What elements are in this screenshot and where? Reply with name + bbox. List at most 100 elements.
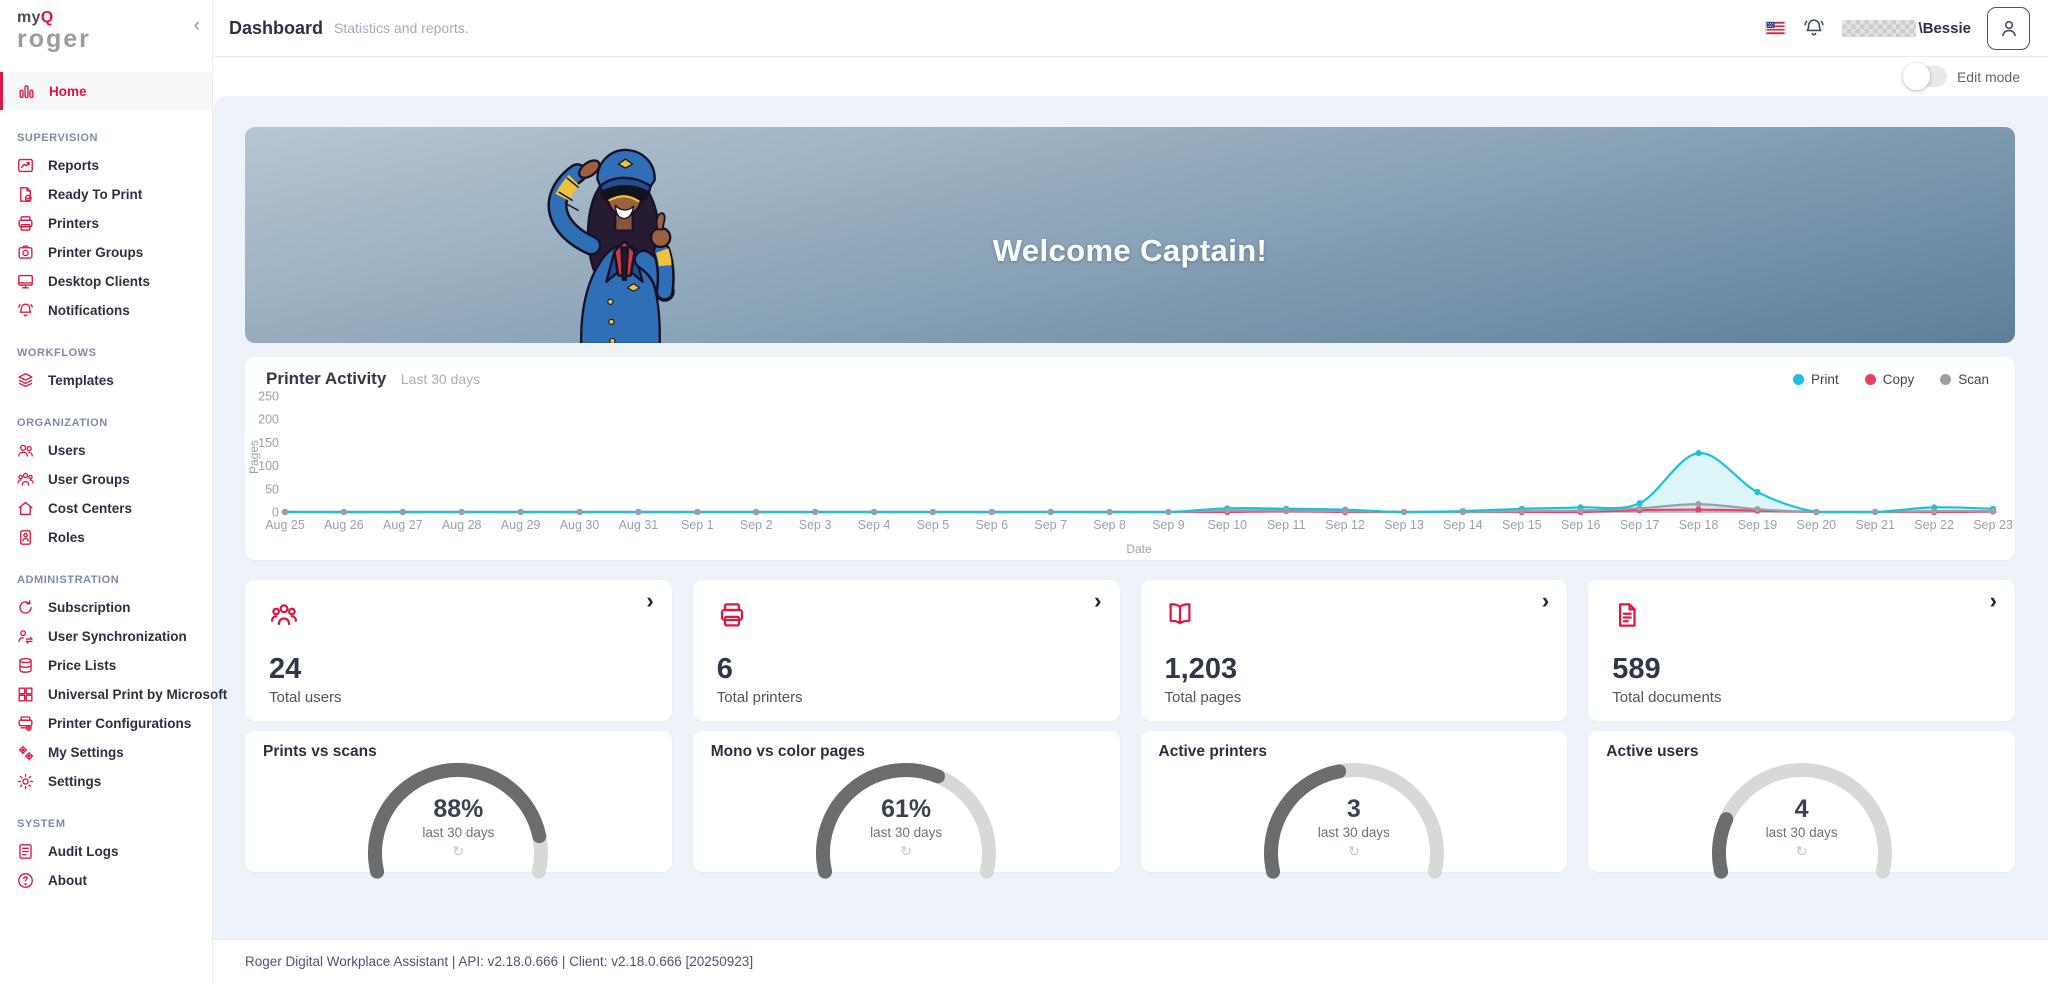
gauge-title: Prints vs scans: [263, 743, 377, 760]
gauge-card-active-printers: Active printers 3 last 30 days ↻: [1140, 731, 1568, 879]
sidebar: myQ roger ‹ Home SUPERVISION Reports Ready …: [0, 0, 227, 983]
sidebar-item-notifications[interactable]: Notifications: [0, 296, 212, 325]
sidebar-item-audit-logs[interactable]: Audit Logs: [0, 837, 212, 866]
language-flag-icon[interactable]: [1765, 21, 1787, 35]
gauge-arc: [1711, 762, 1892, 879]
sidebar-item-settings[interactable]: Settings: [0, 767, 212, 796]
sidebar-item-label: About: [48, 873, 87, 888]
sidebar-item-label: User Groups: [48, 472, 130, 487]
sidebar-item-printer-groups[interactable]: Printer Groups: [0, 238, 212, 267]
chart-header: Printer Activity Last 30 days: [266, 369, 480, 389]
sidebar-item-user-synchronization[interactable]: User Synchronization: [0, 622, 212, 651]
bell-icon: [1804, 19, 1825, 36]
svg-text:Sep 14: Sep 14: [1443, 518, 1483, 532]
sidebar-item-label: Roles: [48, 530, 85, 545]
sidebar-item-home[interactable]: Home: [0, 72, 212, 110]
chart-subtitle: Last 30 days: [400, 371, 481, 387]
sidebar-item-price-lists[interactable]: Price Lists: [0, 651, 212, 680]
sidebar-item-label: Notifications: [48, 303, 130, 318]
printer-icon: [717, 603, 747, 634]
sidebar-item-templates[interactable]: Templates: [0, 366, 212, 395]
sidebar-section-supervision: SUPERVISION: [17, 132, 99, 144]
sidebar-item-reports[interactable]: Reports: [0, 151, 212, 180]
sidebar-item-subscription[interactable]: Subscription: [0, 593, 212, 622]
svg-text:250: 250: [258, 390, 279, 404]
sidebar-item-printer-configurations[interactable]: Printer Configurations: [0, 709, 212, 738]
svg-text:Aug 27: Aug 27: [383, 518, 423, 532]
svg-text:Sep 16: Sep 16: [1561, 518, 1601, 532]
gauge-card-active-users: Active users 4 last 30 days ↻: [1588, 731, 2015, 879]
notifications-bell-button[interactable]: [1802, 16, 1826, 40]
sidebar-item-about[interactable]: About: [0, 866, 212, 895]
chevron-right-icon[interactable]: ›: [1094, 588, 1102, 613]
chart-title: Printer Activity: [266, 369, 387, 388]
sidebar-item-label: My Settings: [48, 745, 124, 760]
chevron-right-icon[interactable]: ›: [1541, 588, 1550, 613]
sidebar-item-label: Settings: [48, 774, 102, 789]
printerConfig-icon: [16, 714, 35, 733]
svg-text:Pages: Pages: [247, 440, 261, 474]
legend-label: Print: [1810, 372, 1839, 387]
svg-text:Sep 11: Sep 11: [1267, 518, 1306, 532]
sidebar-item-label: Reports: [48, 158, 100, 173]
edit-mode-toggle[interactable]: [1902, 63, 1947, 90]
svg-text:Sep 9: Sep 9: [1152, 518, 1185, 532]
users-icon: [16, 441, 35, 460]
gauge-card-mono-vs-color-pages: Mono vs color pages 61% last 30 days ↻: [692, 731, 1120, 879]
stat-label: Total printers: [716, 689, 803, 706]
gauge-caption: last 30 days: [1765, 825, 1838, 840]
legend-item-copy[interactable]: Copy: [1864, 372, 1914, 387]
svg-text:Sep 7: Sep 7: [1034, 518, 1067, 532]
legend-item-scan[interactable]: Scan: [1940, 372, 1989, 387]
stat-card-total-pages[interactable]: › 1,203 Total pages: [1140, 580, 1568, 721]
gauge-value: 61%: [881, 795, 932, 823]
templates-icon: [16, 371, 35, 390]
stat-label: Total pages: [1164, 689, 1242, 706]
sidebar-item-universal-print-by-microsoft[interactable]: Universal Print by Microsoft: [0, 680, 227, 709]
refresh-icon[interactable]: ↻: [1795, 843, 1808, 859]
svg-text:Sep 22: Sep 22: [1914, 518, 1954, 532]
svg-text:Sep 20: Sep 20: [1796, 518, 1836, 532]
stat-card-total-users[interactable]: › 24 Total users: [245, 580, 672, 721]
gauge-value: 88%: [433, 795, 484, 823]
desktop-icon: [16, 272, 35, 291]
stat-card-total-printers[interactable]: › 6 Total printers: [692, 580, 1120, 721]
svg-text:Date: Date: [1126, 542, 1152, 556]
svg-text:100: 100: [258, 459, 279, 473]
sidebar-item-label: Audit Logs: [48, 844, 119, 859]
sidebar-item-printers[interactable]: Printers: [0, 209, 212, 238]
refresh-icon[interactable]: ↻: [900, 843, 912, 859]
refresh-icon[interactable]: ↻: [452, 843, 465, 859]
sidebar-item-label: Cost Centers: [48, 501, 133, 516]
sidebar-item-user-groups[interactable]: User Groups: [0, 465, 212, 494]
costCenters-icon: [16, 499, 35, 518]
auditLogs-icon: [16, 842, 35, 861]
chevron-right-icon[interactable]: ›: [646, 588, 654, 613]
chevron-right-icon[interactable]: ›: [1989, 588, 1997, 613]
sidebar-collapse-button[interactable]: ‹: [194, 16, 200, 35]
sidebar-item-my-settings[interactable]: My Settings: [0, 738, 212, 767]
sidebar-item-roles[interactable]: Roles: [0, 523, 212, 552]
sidebar-item-cost-centers[interactable]: Cost Centers: [0, 494, 212, 523]
sidebar-item-users[interactable]: Users: [0, 436, 212, 465]
stat-card-total-documents[interactable]: › 589 Total documents: [1588, 580, 2015, 721]
chevron-left-icon: ‹: [193, 15, 200, 36]
svg-text:Sep 5: Sep 5: [917, 518, 950, 532]
legend-label: Scan: [1958, 372, 1989, 387]
gauge-title: Active printers: [1158, 743, 1268, 760]
legend-item-print[interactable]: Print: [1792, 372, 1839, 387]
user-menu-button[interactable]: [1987, 6, 2030, 50]
topbar-actions: \Bessie: [1765, 6, 2030, 50]
main-area: Dashboard Statistics and reports.: [213, 0, 2048, 983]
refresh-icon[interactable]: ↻: [1348, 843, 1360, 859]
sidebar-item-desktop-clients[interactable]: Desktop Clients: [0, 267, 212, 296]
settings-icon: [16, 772, 35, 791]
svg-text:Sep 13: Sep 13: [1384, 518, 1424, 532]
reports-icon: [16, 156, 35, 175]
sidebar-item-label: Templates: [48, 373, 114, 388]
topbar: Dashboard Statistics and reports.: [213, 0, 2048, 57]
gauge-title: Mono vs color pages: [710, 743, 865, 760]
svg-text:Sep 3: Sep 3: [799, 518, 832, 532]
sidebar-item-ready-to-print[interactable]: Ready To Print: [0, 180, 212, 209]
sidebar-item-label: Price Lists: [48, 658, 117, 673]
